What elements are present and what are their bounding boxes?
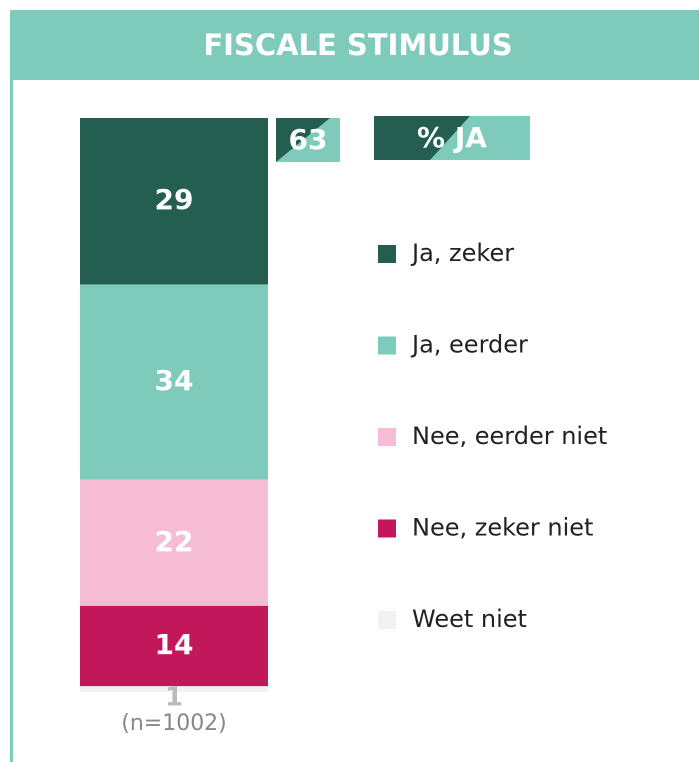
data-label: 34 [155,364,194,397]
legend-swatch [378,611,396,629]
summary-label-dark [374,116,470,160]
legend-label: Nee, eerder niet [412,422,607,450]
legend-label: Weet niet [412,605,527,633]
legend-swatch [378,519,396,538]
bar-segment [80,479,268,606]
chart-title: FISCALE STIMULUS [203,28,512,62]
bar-segment [80,118,268,285]
summary-dark [276,118,330,162]
data-label: 14 [155,628,194,661]
summary-box: 63 [276,118,340,162]
bar-segment [80,686,268,692]
legend-swatch [378,428,396,446]
data-label: 1 [165,683,183,713]
left-border [10,80,13,762]
legend-swatch [378,245,396,263]
legend-swatch [378,336,396,355]
summary-value: 63 [289,123,328,156]
legend-label: Nee, zeker niet [412,514,593,542]
legend-label: Ja, zeker [410,239,514,267]
bar-segment [80,284,268,480]
header-band [10,10,699,80]
x-tick-label: (n=1002) [121,711,227,736]
data-label: 29 [155,183,194,216]
summary-label: % JA [417,121,487,154]
data-label: 22 [155,525,194,558]
bar-segment [80,605,268,687]
legend-label: Ja, eerder [410,331,528,359]
summary-label-box: % JA [374,116,530,160]
